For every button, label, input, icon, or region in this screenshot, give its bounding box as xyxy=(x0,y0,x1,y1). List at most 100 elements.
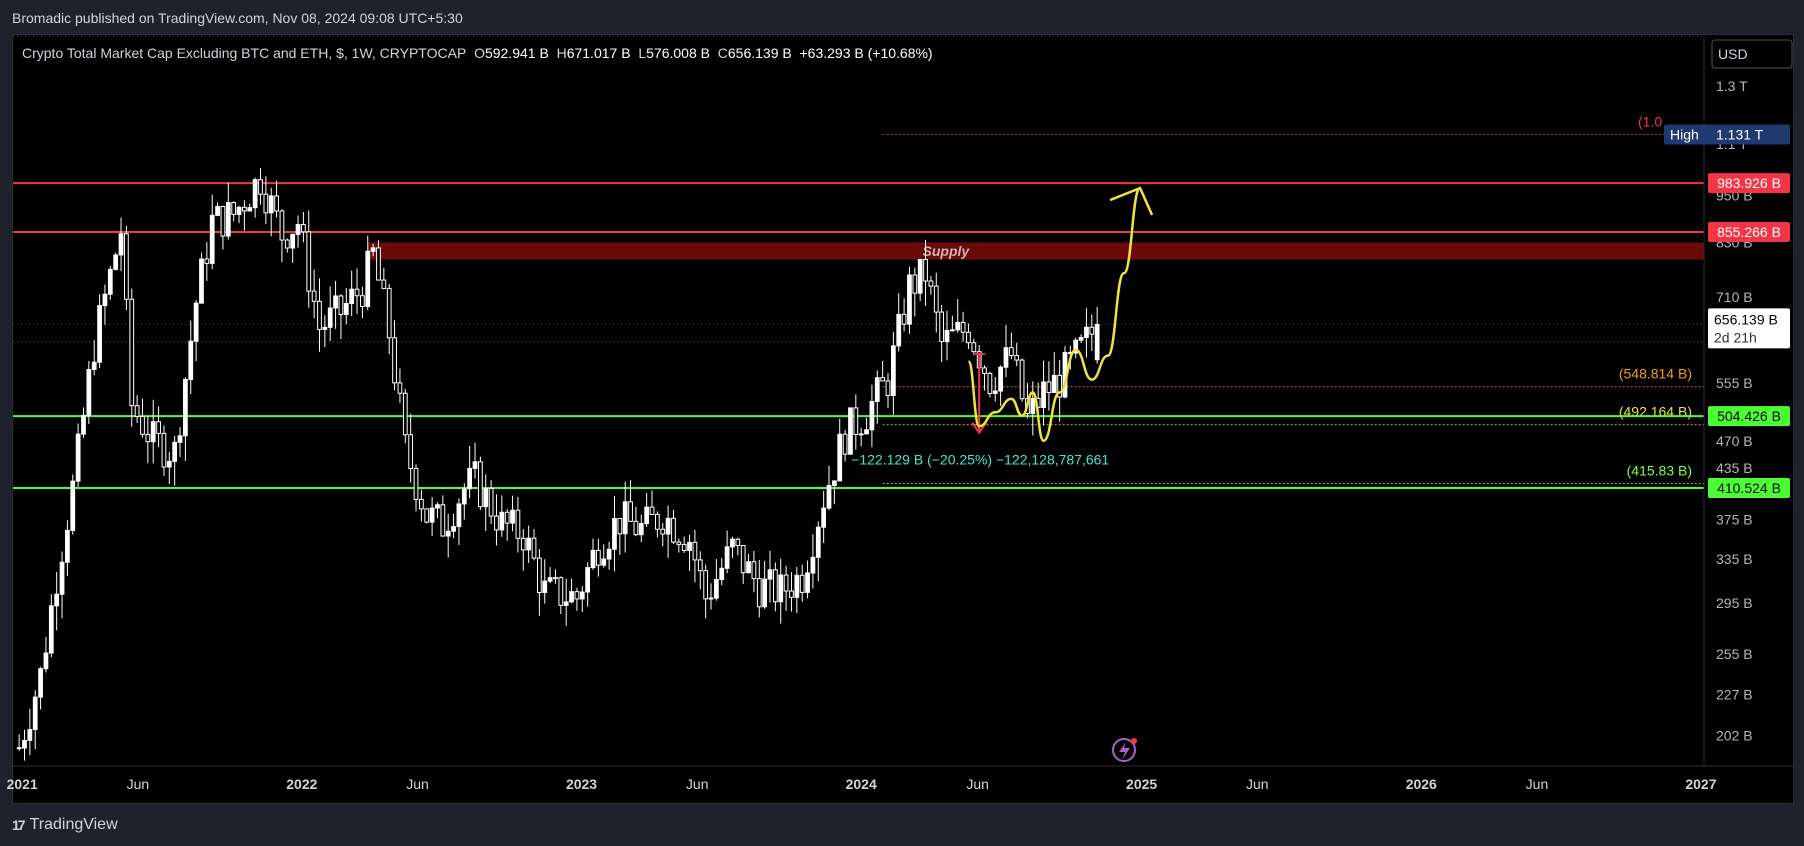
candle-body xyxy=(429,507,435,523)
candle xyxy=(735,537,741,556)
candle-body xyxy=(231,202,237,215)
candle-body xyxy=(118,233,124,256)
chart-frame[interactable] xyxy=(12,34,1794,804)
y-tick-label: 375 B xyxy=(1716,512,1753,528)
candle xyxy=(992,376,998,402)
candle xyxy=(901,298,907,332)
candle-body xyxy=(27,729,33,741)
candle-body xyxy=(225,202,231,237)
x-tick-label: Jun xyxy=(127,776,150,792)
candle-body xyxy=(622,501,628,535)
candle-body xyxy=(386,287,392,339)
candle-body xyxy=(284,239,290,249)
candle xyxy=(628,480,633,522)
projection-arrowhead xyxy=(1109,186,1154,216)
candle xyxy=(585,562,591,607)
currency-label: USD xyxy=(1718,46,1748,62)
candle xyxy=(381,267,387,290)
x-tick-label: 2023 xyxy=(566,776,597,792)
candle-body xyxy=(558,577,564,606)
candle xyxy=(810,534,816,589)
candle xyxy=(890,331,896,415)
candle xyxy=(317,278,322,352)
candle xyxy=(794,566,800,614)
candle xyxy=(703,564,709,619)
candle-body xyxy=(955,321,961,331)
candle xyxy=(494,494,499,546)
candle-body xyxy=(617,517,623,535)
candle xyxy=(1084,308,1089,358)
candle xyxy=(751,551,757,593)
publisher-caption: Bromadic published on TradingView.com, N… xyxy=(12,10,463,26)
candle-body xyxy=(478,461,483,508)
candle-body xyxy=(869,400,875,431)
candle-body xyxy=(960,321,966,333)
low-label: L xyxy=(638,45,647,61)
candle xyxy=(1051,352,1057,393)
candle-body xyxy=(317,300,322,330)
candle-body xyxy=(16,747,22,750)
candle-body xyxy=(392,337,397,384)
candle-body xyxy=(435,504,440,509)
candle xyxy=(107,266,113,300)
candle xyxy=(204,242,210,281)
candle xyxy=(247,203,253,212)
candle xyxy=(225,182,231,240)
candle-body xyxy=(633,520,639,536)
fib-level-label: (492.164 B) xyxy=(1619,404,1692,420)
candle-body xyxy=(649,506,655,515)
candle-body xyxy=(831,480,837,487)
candle xyxy=(124,225,129,311)
candle-body xyxy=(966,331,971,344)
y-tick-label: 335 B xyxy=(1716,551,1753,567)
candle xyxy=(842,429,848,462)
candle xyxy=(998,365,1004,407)
candle-body xyxy=(295,224,301,235)
high-marker-value: 1.131 T xyxy=(1716,126,1764,142)
candle-body xyxy=(510,509,515,524)
footer-brand[interactable]: 17 TradingView xyxy=(12,816,118,834)
candle-body xyxy=(65,529,70,563)
candle xyxy=(365,235,371,311)
candle xyxy=(966,323,971,349)
candle-body xyxy=(896,313,902,347)
candle-body xyxy=(263,193,269,214)
candle-body xyxy=(451,526,456,532)
candle-body xyxy=(665,517,671,535)
candle-body xyxy=(145,433,151,443)
candle-body xyxy=(708,597,714,600)
candle xyxy=(671,509,676,545)
candle-body xyxy=(805,572,810,593)
candle-body xyxy=(746,561,751,574)
candle-body xyxy=(461,488,467,505)
candle xyxy=(719,558,725,586)
candle-body xyxy=(992,390,998,394)
candle xyxy=(869,384,875,448)
candle-body xyxy=(810,556,816,574)
candle-body xyxy=(944,330,950,343)
candle-body xyxy=(1073,339,1079,354)
x-tick-label: 2024 xyxy=(846,776,877,792)
candle xyxy=(547,567,553,584)
candle xyxy=(188,320,194,395)
candle xyxy=(102,284,108,325)
candle xyxy=(762,560,768,609)
candle xyxy=(510,495,515,532)
candle-body xyxy=(939,311,945,343)
candle xyxy=(156,406,161,448)
candle-body xyxy=(526,537,532,551)
candle xyxy=(386,283,392,355)
candle xyxy=(258,168,263,205)
candle-body xyxy=(370,247,376,252)
candle xyxy=(402,388,408,444)
candle-body xyxy=(274,195,279,212)
candle xyxy=(392,320,397,391)
candle xyxy=(91,340,97,376)
candle-body xyxy=(724,546,730,569)
candle xyxy=(987,371,993,398)
candle-body xyxy=(1078,337,1084,341)
candle xyxy=(440,495,446,537)
candle-body xyxy=(928,280,934,287)
candle xyxy=(483,474,489,532)
